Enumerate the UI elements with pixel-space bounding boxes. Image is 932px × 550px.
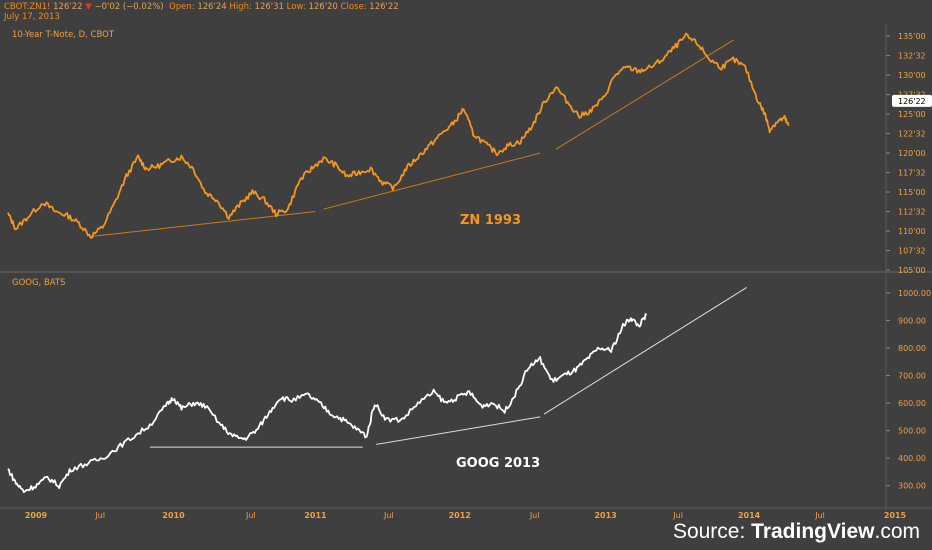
- source-suffix: .com: [874, 520, 920, 543]
- x-tick-label: 2012: [449, 511, 471, 520]
- open-value: 126'24: [197, 2, 227, 12]
- goog-panel-title: GOOG, BATS: [12, 278, 66, 288]
- trendline: [376, 416, 541, 445]
- high-label: High:: [229, 2, 252, 12]
- y-tick-label: 900.00: [898, 316, 926, 325]
- y-tick-label: 130'00: [898, 71, 926, 80]
- goog-annotation: GOOG 2013: [456, 456, 541, 471]
- down-arrow-icon: ▼: [85, 2, 92, 12]
- trendline: [90, 211, 316, 237]
- low-label: Low:: [286, 2, 306, 12]
- current-value-label: 126'22: [898, 97, 926, 106]
- y-tick-label: 800.00: [898, 344, 926, 353]
- symbol-header: CBOT:ZN1! 126'22 ▼ −0'02 (−0.02%) Open: …: [4, 2, 399, 12]
- y-tick-label: 500.00: [898, 427, 926, 436]
- y-tick-label: 132'32: [898, 52, 926, 61]
- x-tick-label: 2015: [884, 511, 907, 520]
- y-tick-label: 112'32: [898, 208, 926, 217]
- high-value: 126'31: [254, 2, 284, 12]
- x-tick-label: Jul: [383, 511, 394, 520]
- y-tick-label: 300.00: [898, 482, 926, 491]
- last-price: 126'22: [53, 2, 83, 12]
- y-tick-label: 110'00: [898, 227, 926, 236]
- y-tick-label: 135'00: [898, 32, 926, 41]
- x-tick-label: 2011: [304, 511, 327, 520]
- y-tick-label: 400.00: [898, 454, 926, 463]
- x-tick-label: 2009: [25, 511, 48, 520]
- close-label: Close:: [340, 2, 367, 12]
- y-tick-label: 1000.00: [898, 289, 931, 298]
- low-value: 126'20: [308, 2, 338, 12]
- y-tick-label: 125'00: [898, 110, 926, 119]
- x-tick-label: Jul: [245, 511, 256, 520]
- x-tick-label: 2010: [162, 511, 185, 520]
- source-credit: Source: TradingView.com: [673, 520, 920, 544]
- source-prefix: Source:: [672, 520, 752, 543]
- trendline: [543, 286, 747, 415]
- y-tick-label: 117'32: [898, 169, 926, 178]
- x-tick-label: Jul: [529, 511, 540, 520]
- price-change: −0'02 (−0.02%): [94, 2, 164, 12]
- source-brand: TradingView: [751, 520, 875, 543]
- series-line: [7, 32, 790, 239]
- x-tick-label: Jul: [94, 511, 105, 520]
- trendline: [555, 39, 734, 150]
- y-tick-label: 700.00: [898, 372, 926, 381]
- y-tick-label: 122'32: [898, 130, 926, 139]
- zn-annotation: ZN 1993: [460, 213, 522, 228]
- open-label: Open:: [169, 2, 195, 12]
- y-tick-label: 107'32: [898, 247, 926, 256]
- x-tick-label: 2013: [594, 511, 616, 520]
- y-tick-label: 600.00: [898, 399, 926, 408]
- series-line: [7, 313, 648, 493]
- x-tick-label: Jul: [814, 511, 825, 520]
- trendline: [323, 152, 541, 210]
- x-tick-label: 2014: [738, 511, 761, 520]
- y-tick-label: 105'00: [898, 266, 926, 275]
- current-value-badge: [892, 94, 932, 107]
- zn-panel-title: 10-Year T-Note, D, CBOT: [12, 30, 115, 40]
- x-tick-label: Jul: [672, 511, 683, 520]
- y-tick-label: 120'00: [898, 149, 926, 158]
- header-date: July 17, 2013: [4, 12, 60, 22]
- y-tick-label: 115'00: [898, 188, 926, 197]
- close-value: 126'22: [369, 2, 399, 12]
- symbol-name: CBOT:ZN1!: [4, 2, 51, 12]
